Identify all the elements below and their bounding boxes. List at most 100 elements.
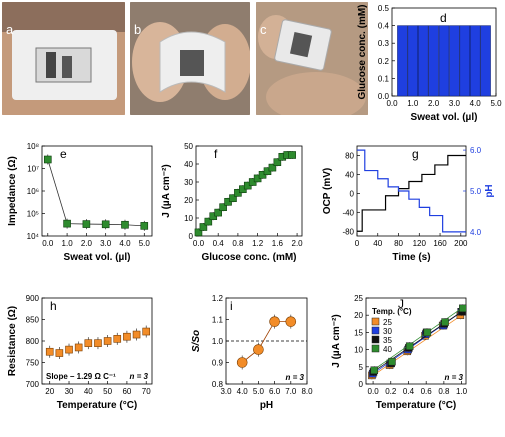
panel-g-xtick-label: 80 <box>394 239 403 248</box>
panel-J-xtick-label: 0.2 <box>385 387 397 396</box>
panel-J-legend-swatch-25 <box>371 317 380 326</box>
panel-f-xtick-label: 1.6 <box>272 239 284 248</box>
panel-J-legend-swatch-40 <box>371 344 380 353</box>
panel-i-n-label: n = 3 <box>286 373 305 382</box>
panel-d-ytick-label: 0.2 <box>378 57 390 66</box>
panel-h-xtick-label: 20 <box>45 387 54 396</box>
panel-f-xtick-label: 2.0 <box>292 239 304 248</box>
panel-g-ylabel: OCP (mV) <box>322 168 333 215</box>
panel-J-legend-label-25: 25 <box>383 318 392 327</box>
panel-i-point <box>285 316 297 327</box>
panel-J-point-40 <box>388 357 396 366</box>
arm-patch-illustration <box>2 2 125 115</box>
panel-i-ytick-label: 1.2 <box>212 294 224 303</box>
panel-d-bar <box>459 25 471 97</box>
panel-h-point <box>103 337 112 345</box>
panel-d-bar <box>469 25 481 97</box>
panel-d-xtick-label: 0.0 <box>386 99 398 108</box>
panel-J-legend-title: Temp. (°C) <box>372 307 412 316</box>
held-patch-illustration <box>256 2 368 115</box>
panel-h-label: h <box>50 299 57 313</box>
panel-g-xtick-label: 120 <box>413 239 427 248</box>
panel-d-xtick-label: 1.0 <box>407 99 419 108</box>
panel-f-ytick-label: 10 <box>184 214 193 223</box>
panel-h-point <box>142 327 151 336</box>
panel-label-c: c <box>260 22 267 37</box>
panel-i-xtick-label: 8.0 <box>301 387 313 396</box>
panel-g-label: g <box>412 147 419 161</box>
panel-f-point <box>273 158 282 166</box>
panel-i-point <box>269 316 280 327</box>
panel-i-xtick-label: 6.0 <box>269 387 281 396</box>
panel-h-point <box>45 347 54 356</box>
panel-d-xtick-label: 4.0 <box>470 99 482 108</box>
panel-i-series-line <box>241 321 291 363</box>
panel-J-legend-swatch-30 <box>371 326 380 335</box>
panel-g-xtick-label: 0 <box>355 239 360 248</box>
panel-e-ytick-label: 10⁴ <box>27 232 40 241</box>
panel-e-xtick-label: 2.0 <box>81 239 93 248</box>
panel-h-xtick-label: 30 <box>65 387 74 396</box>
panel-i-ytick-label: 1.1 <box>212 316 224 325</box>
panel-h-point <box>113 335 122 343</box>
panel-d-xlabel: Sweat vol. (µl) <box>411 112 478 123</box>
panel-J-point-40 <box>370 366 379 374</box>
panel-f-point <box>194 228 203 237</box>
panel-d-ytick-label: 0.5 <box>378 4 390 13</box>
panel-i-xtick-label: 3.0 <box>220 387 232 396</box>
panel-h-slope-annotation: Slope – 1.29 Ω C⁻¹ <box>46 372 116 381</box>
panel-J-legend-swatch-35 <box>371 335 380 344</box>
panel-h-n-label: n = 3 <box>130 372 149 381</box>
panel-i-ytick-label: 1.0 <box>212 337 224 346</box>
panel-J-legend-label-40: 40 <box>383 345 392 354</box>
panel-h-ytick-label: 750 <box>26 359 40 368</box>
panel-f-label: f <box>214 147 218 161</box>
panel-h-xtick-label: 60 <box>122 387 131 396</box>
panel-f-xlabel: Glucose conc. (mM) <box>201 252 296 263</box>
panel-g-ytick-label: 40 <box>345 170 354 179</box>
panel-d-bar <box>449 25 460 97</box>
panel-J-xlabel: Temperature (°C) <box>376 400 457 411</box>
panel-e-ylabel: Impedance (Ω) <box>7 156 18 226</box>
panel-h-ytick-label: 850 <box>26 316 40 325</box>
panel-i-label: i <box>230 299 233 313</box>
panel-h-xtick-label: 50 <box>103 387 112 396</box>
panel-e-ytick-label: 10⁷ <box>27 165 39 174</box>
panel-f-ytick-label: 40 <box>184 160 193 169</box>
panel-d-xtick-label: 2.0 <box>428 99 440 108</box>
panel-f-xtick-label: 1.2 <box>252 239 264 248</box>
panel-J-ytick-label: 20 <box>354 311 363 320</box>
panel-d-ytick-label: 0.3 <box>378 39 390 48</box>
panel-e-point <box>63 219 71 228</box>
panel-g-xlabel: Time (s) <box>392 252 430 263</box>
panel-e-xtick-label: 3.0 <box>100 239 112 248</box>
panel-e-xtick-label: 4.0 <box>119 239 131 248</box>
panel-f-ytick-label: 20 <box>184 196 193 205</box>
panel-h-ytick-label: 700 <box>26 380 40 389</box>
panel-g-ocp-line <box>357 154 466 232</box>
panel-J-xtick-label: 0.8 <box>438 387 450 396</box>
panel-J-ytick-label: 10 <box>354 346 363 355</box>
panel-h-point <box>65 345 73 354</box>
panel-f-point <box>288 151 296 159</box>
panel-h-xtick-label: 40 <box>84 387 93 396</box>
panel-e-series-line <box>47 159 145 227</box>
panel-i-xtick-label: 7.0 <box>285 387 297 396</box>
panel-f-xtick-label: 0.8 <box>232 239 244 248</box>
panel-h-xtick-label: 70 <box>142 387 151 396</box>
panel-h-ytick-label: 800 <box>26 337 40 346</box>
panel-J-ylabel: J (µA cm⁻²) <box>331 314 342 367</box>
panel-e-point <box>140 222 149 230</box>
panel-J-point-40 <box>441 318 449 326</box>
panel-J-point-40 <box>405 342 414 350</box>
panel-d-xtick-label: 5.0 <box>490 99 502 108</box>
panel-h-ylabel: Resistance (Ω) <box>7 306 18 376</box>
panel-f-xtick-label: 0.4 <box>213 239 225 248</box>
panel-h-xlabel: Temperature (°C) <box>57 400 138 411</box>
panel-i-ylabel: S/So <box>191 330 202 352</box>
panel-J-point-40 <box>423 328 432 337</box>
bent-patch-illustration <box>130 2 250 115</box>
panel-i-point <box>253 344 264 355</box>
panel-e-ytick-label: 10⁸ <box>27 142 39 151</box>
